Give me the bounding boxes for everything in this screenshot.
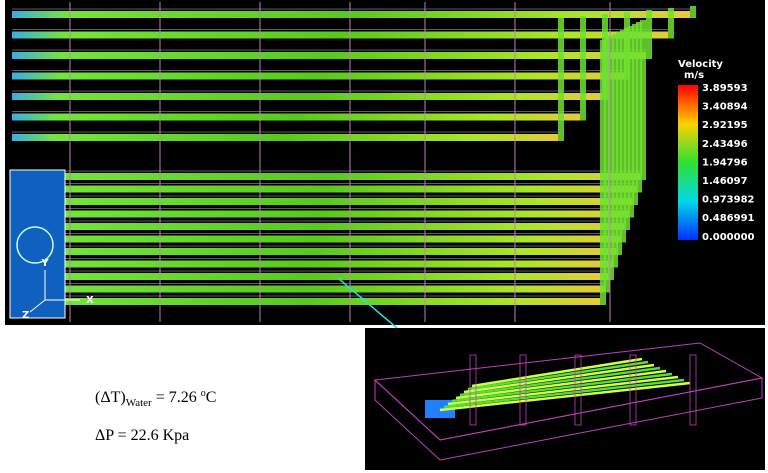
flow-channel (12, 223, 624, 230)
axis-label: X (86, 295, 94, 306)
return-channel (624, 28, 630, 230)
return-channel (668, 8, 674, 39)
inset-channel (439, 381, 691, 412)
inset-model (373, 342, 764, 461)
return-channel (558, 18, 564, 141)
flow-channel (12, 31, 668, 39)
text: = 7.26 (152, 389, 201, 406)
inset-post (629, 354, 637, 426)
flow-channel (12, 173, 640, 180)
return-channel (690, 6, 696, 18)
inset-post (519, 354, 527, 426)
return-channel (616, 32, 622, 255)
flow-channel (12, 134, 558, 141)
flow-channel (12, 235, 620, 243)
return-channel (600, 40, 606, 305)
flow-channel (12, 113, 580, 121)
inset-channel (443, 378, 685, 409)
inset-channel (471, 357, 643, 388)
inset-channel (447, 375, 679, 406)
flow-channel (12, 11, 690, 18)
return-channel (632, 24, 638, 205)
delta-t: (ΔT)Water = 7.26 oC (95, 388, 216, 409)
flow-channel (12, 52, 646, 59)
colorbar-label: 2.92195 (702, 120, 748, 131)
return-channel (636, 22, 642, 193)
inset-channel (455, 369, 667, 400)
flow-channel (12, 273, 608, 280)
flow-channel (12, 260, 612, 268)
return-channel (604, 38, 610, 293)
delta-p: ΔP = 22.6 Kpa (95, 427, 189, 444)
box-outline (374, 377, 763, 461)
colorbar-label: 0.486991 (702, 213, 755, 224)
return-channel (608, 36, 614, 280)
return-channel (580, 16, 586, 121)
flow-channel (12, 248, 616, 255)
colorbar-label: 1.94796 (702, 157, 748, 168)
inset-channel (459, 366, 661, 397)
colorbar-label: 3.40894 (702, 102, 748, 113)
return-channel (646, 10, 652, 59)
inset-channel (451, 372, 673, 403)
axis-label: Y (40, 258, 49, 269)
colorbar-label: 0.973982 (702, 195, 755, 206)
axis-label: Z (22, 310, 29, 321)
flow-channel (12, 210, 628, 218)
colorbar-unit: m/s (684, 70, 704, 81)
axis-z (29, 299, 46, 313)
superscript: o (201, 388, 206, 399)
subscript: Water (126, 397, 152, 409)
flow-channel (12, 298, 600, 305)
flow-channel (12, 72, 624, 80)
inlet-pipe (16, 226, 54, 264)
return-channel (628, 26, 634, 218)
colorbar (678, 85, 698, 240)
flow-channel (12, 198, 632, 205)
inlet-region (9, 169, 66, 319)
colorbar-label: 1.46097 (702, 176, 748, 187)
colorbar-title: Velocity (678, 59, 723, 70)
flow-channel (12, 285, 604, 293)
text: C (206, 389, 217, 406)
return-channel (612, 34, 618, 268)
flow-channel (12, 185, 636, 193)
flow-channel (12, 93, 602, 100)
colorbar-label: 0.000000 (702, 232, 755, 243)
inset-post (574, 354, 582, 426)
colorbar-label: 2.43496 (702, 139, 748, 150)
inset-channel (463, 363, 655, 394)
return-channel (640, 20, 646, 180)
inset-channel (467, 360, 649, 391)
inset-post (469, 354, 477, 426)
flow-field (12, 2, 696, 322)
return-channel (620, 30, 626, 243)
colorbar-label: 3.89593 (702, 83, 748, 94)
inset-post (689, 354, 697, 426)
inset-panel (365, 328, 765, 470)
text: (ΔT) (95, 389, 126, 406)
